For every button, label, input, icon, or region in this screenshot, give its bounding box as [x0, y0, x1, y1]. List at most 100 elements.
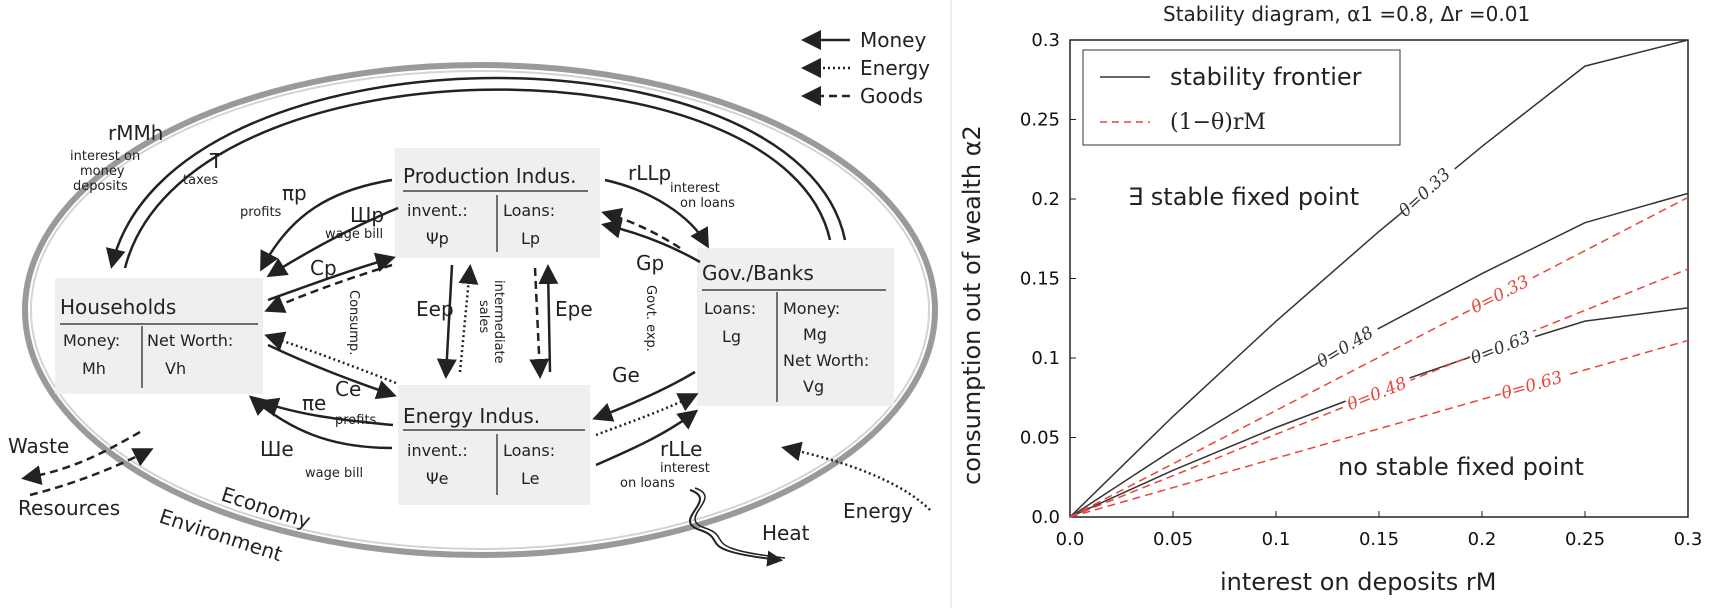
- stability-chart: Stability diagram, α1 =0.8, Δr =0.01 0.0…: [958, 2, 1702, 596]
- frontier-curve: [1069, 192, 1689, 518]
- frontier-curve: [1069, 39, 1689, 518]
- annotation-stable: ∃ stable fixed point: [1128, 183, 1359, 211]
- production-inventory-label: invent.:: [407, 201, 468, 220]
- gov-money-label: Money:: [783, 299, 840, 318]
- label-T: T: [209, 149, 223, 173]
- economy-ellipse: [22, 62, 938, 558]
- label-interest-money-3: deposits: [73, 179, 128, 194]
- energy-title: Energy Indus.: [403, 404, 540, 428]
- x-tick-label: 0.25: [1565, 529, 1605, 550]
- label-Ge: Ge: [612, 363, 640, 387]
- legend-money: Money: [860, 28, 926, 52]
- x-tick-label: 0.05: [1153, 529, 1193, 550]
- label-intermediate: intermediate: [491, 280, 506, 364]
- households-title: Households: [60, 295, 176, 319]
- series-label-bg: [1313, 318, 1382, 372]
- flow-legend: Money Energy Goods: [801, 28, 930, 108]
- label-wagebill-e: wage bill: [305, 466, 363, 481]
- axis-ticks: 0.0 0.05 0.1 0.15 0.2 0.25 0.3 0.0 0.05 0.1 0.15 0.…: [1020, 30, 1702, 550]
- threshold-line: [1069, 339, 1689, 518]
- flow-arrows: [21, 76, 931, 567]
- households-networth-value: Vh: [165, 359, 186, 378]
- y-tick-label: 0.2: [1031, 189, 1060, 210]
- legend-goods: Goods: [860, 84, 923, 108]
- gov-loans-value: Lg: [722, 327, 741, 346]
- label-Gp: Gp: [636, 251, 664, 275]
- y-tick-label: 0.1: [1031, 348, 1060, 369]
- threshold-line: [1069, 196, 1689, 518]
- x-tick-label: 0.3: [1674, 529, 1703, 550]
- y-tick-label: 0.15: [1020, 269, 1060, 290]
- label-govt-exp: Govt. exp.: [643, 285, 658, 352]
- energy-box: Energy Indus. invent.: Ψe Loans: Le: [398, 385, 590, 505]
- gov-loans-label: Loans:: [704, 299, 756, 318]
- x-tick-label: 0.15: [1359, 529, 1399, 550]
- label-interest-loans-p1: interest: [670, 181, 720, 196]
- label-wage-p: Шp: [350, 203, 384, 227]
- label-taxes: taxes: [183, 173, 218, 188]
- gov-title: Gov./Banks: [702, 261, 814, 285]
- production-loans-label: Loans:: [503, 201, 555, 220]
- label-rLLp: rLLp: [628, 161, 671, 185]
- label-interest-loans-e1: interest: [660, 461, 710, 476]
- label-Ce: Ce: [335, 377, 361, 401]
- legend-label-frontier: stability frontier: [1170, 63, 1362, 91]
- gov-networth-label: Net Worth:: [783, 351, 869, 370]
- y-tick-label: 0.0: [1031, 507, 1060, 528]
- label-pi-e: πe: [302, 391, 326, 415]
- x-tick-label: 0.2: [1468, 529, 1497, 550]
- economy-diagram: Money Energy Goods Production Indus. inv…: [8, 28, 938, 567]
- y-axis-label: consumption out of wealth α2: [958, 125, 986, 485]
- energy-loans-label: Loans:: [503, 441, 555, 460]
- label-sales: sales: [476, 300, 491, 333]
- x-axis-label: interest on deposits rM: [1220, 568, 1496, 596]
- households-networth-label: Net Worth:: [147, 331, 233, 350]
- energy-inventory-label: invent.:: [407, 441, 468, 460]
- label-wagebill-p: wage bill: [325, 227, 383, 242]
- households-money-label: Money:: [63, 331, 120, 350]
- production-title: Production Indus.: [403, 164, 577, 188]
- annotation-unstable: no stable fixed point: [1338, 453, 1584, 481]
- households-box: Households Money: Mh Net Worth: Vh: [55, 278, 263, 394]
- label-Eep: Eep: [416, 297, 454, 321]
- households-money-value: Mh: [82, 359, 106, 378]
- label-waste: Waste: [8, 434, 69, 458]
- label-interest-loans-e2: on loans: [620, 476, 675, 491]
- y-tick-label: 0.25: [1020, 110, 1060, 131]
- legend-energy: Energy: [860, 56, 930, 80]
- series-label-bg: [1395, 159, 1460, 221]
- label-pi-p: πp: [282, 181, 307, 205]
- series-label-bg: [1497, 364, 1569, 403]
- label-interest-loans-p2: on loans: [680, 196, 735, 211]
- energy-inventory-value: Ψe: [426, 469, 448, 488]
- flow-labels: rMMh interest on money deposits T taxes …: [70, 121, 735, 491]
- production-loans-value: Lp: [521, 229, 540, 248]
- series-label-bg: [1343, 370, 1414, 414]
- x-tick-label: 0.0: [1056, 529, 1085, 550]
- label-resources: Resources: [18, 496, 120, 520]
- label-heat: Heat: [762, 521, 810, 545]
- series-label-bg: [1467, 267, 1537, 317]
- chart-legend: stability frontier (1−θ)rM: [1082, 49, 1401, 146]
- production-inventory-value: Ψp: [426, 229, 449, 248]
- series-label-bg: [1466, 323, 1538, 368]
- x-tick-label: 0.1: [1262, 529, 1291, 550]
- label-Epe: Epe: [555, 297, 593, 321]
- gov-banks-box: Gov./Banks Loans: Lg Money: Mg Net Worth…: [697, 248, 894, 406]
- y-tick-label: 0.3: [1031, 30, 1060, 51]
- economy-ellipse-inner: [30, 70, 930, 550]
- label-Cp: Cp: [310, 256, 337, 280]
- label-profits-p: profits: [240, 205, 282, 220]
- label-interest-money-2: money: [80, 164, 125, 179]
- gov-money-value: Mg: [803, 325, 827, 344]
- label-rLLe: rLLe: [660, 437, 702, 461]
- label-rMMh: rMMh: [108, 121, 163, 145]
- label-profits-e: profits: [335, 413, 377, 428]
- label-energy-input: Energy: [843, 499, 913, 523]
- label-interest-money-1: interest on: [70, 149, 140, 164]
- energy-loans-value: Le: [521, 469, 539, 488]
- chart-title: Stability diagram, α1 =0.8, Δr =0.01: [1163, 2, 1530, 26]
- label-wage-e: Шe: [260, 437, 294, 461]
- y-tick-label: 0.05: [1020, 428, 1060, 449]
